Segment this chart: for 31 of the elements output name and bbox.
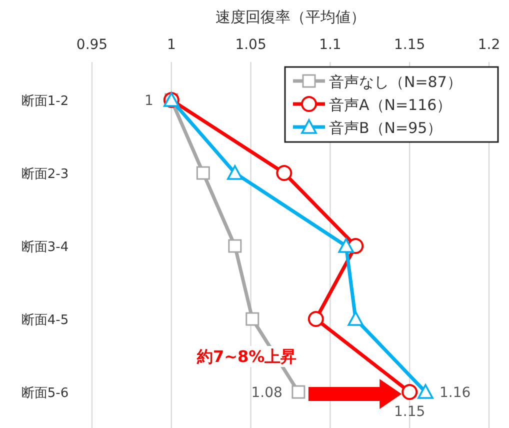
point: [418, 384, 434, 399]
x-tick-label: 1.15: [394, 37, 426, 53]
data-label: 1.08: [251, 385, 282, 401]
x-tick-label: 1.2: [478, 37, 500, 53]
x-tick-label: 0.95: [76, 37, 108, 53]
point: [338, 238, 354, 253]
point: [196, 166, 210, 180]
point: [227, 165, 243, 180]
y-tick-label: 断面5-6: [21, 386, 69, 401]
y-tick-label: 断面1-2: [21, 94, 69, 109]
data-label: 1.15: [394, 404, 426, 420]
legend-label: 音声A（N=116）: [329, 96, 452, 114]
x-tick-label: 1.1: [319, 37, 342, 53]
point: [276, 165, 292, 181]
data-label: 1.16: [439, 385, 471, 401]
legend-label: 音声なし（N=87）: [329, 73, 462, 91]
annotation: 約7~8%上昇: [196, 347, 297, 366]
y-tick-label: 断面3-4: [21, 240, 69, 255]
point: [246, 312, 260, 326]
y-tick-label: 断面2-3: [21, 167, 69, 182]
x-tick-label: 1.05: [235, 37, 266, 53]
data-label: 1: [144, 93, 154, 109]
legend-label: 音声B（N=95）: [329, 119, 442, 137]
point: [292, 385, 306, 399]
point: [228, 239, 242, 253]
point: [348, 311, 364, 326]
y-tick-label: 断面4-5: [21, 313, 69, 328]
chart-title: 速度回復率（平均値）: [216, 8, 366, 26]
point: [308, 311, 324, 327]
x-tick-label: 1: [166, 37, 176, 53]
point: [402, 384, 418, 400]
